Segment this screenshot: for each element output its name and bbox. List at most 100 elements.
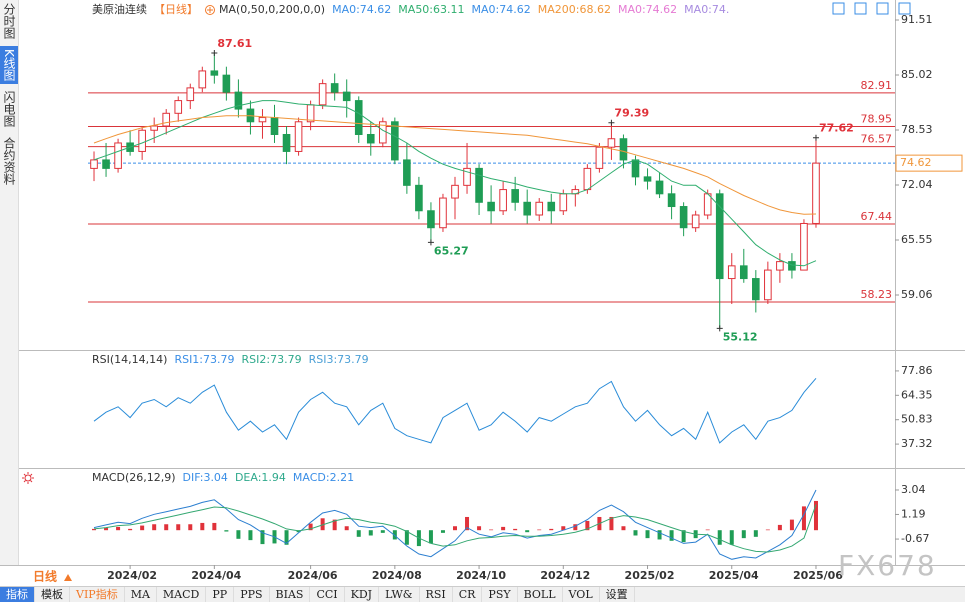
macd-bar	[513, 528, 518, 531]
candle-body	[439, 197, 447, 229]
candle-body	[258, 117, 267, 123]
toolbar-item[interactable]: LW&	[379, 587, 420, 602]
macd-bar	[789, 519, 794, 531]
macd-bar	[200, 522, 205, 531]
icon[interactable]	[24, 474, 32, 482]
toolbar-item[interactable]: MA	[125, 587, 157, 602]
extreme-marker	[812, 134, 819, 141]
toolbar-item[interactable]: PSY	[482, 587, 518, 602]
candle-body	[198, 70, 207, 89]
level-label: 67.44	[861, 210, 893, 223]
candle-body	[499, 189, 507, 212]
candle-body	[403, 159, 411, 186]
icon[interactable]	[22, 472, 34, 484]
x-tick-label: 2025/06	[793, 569, 843, 582]
candle-body	[366, 133, 375, 144]
toolbar-item[interactable]: 设置	[600, 587, 635, 602]
macd-bar	[609, 516, 614, 531]
candle-body	[703, 193, 712, 216]
toolbar-item[interactable]: 指标	[0, 587, 35, 602]
ma-line	[93, 100, 817, 267]
toolbar-item[interactable]: RSI	[420, 587, 453, 602]
macd-bar	[152, 524, 157, 531]
toolbar-item[interactable]: BIAS	[270, 587, 311, 602]
macd-bar	[116, 526, 121, 531]
y-tick-label: 91.51	[901, 13, 933, 26]
period-switch[interactable]: 日线	[33, 569, 57, 584]
toolbar-item[interactable]: MACD	[157, 587, 207, 602]
period-label: 【日线】	[154, 2, 198, 16]
add-icon	[205, 5, 215, 15]
macd-bar	[308, 523, 313, 531]
legend-item: RSI2:73.79	[242, 353, 302, 366]
candle-body	[234, 91, 243, 110]
icon[interactable]	[876, 2, 889, 15]
macd-bar	[440, 530, 445, 533]
toolbar-item[interactable]: VIP指标	[70, 587, 125, 602]
macd-bar	[717, 530, 722, 545]
candle-body	[306, 104, 315, 123]
window-icons[interactable]	[832, 2, 911, 15]
toolbar-item[interactable]: 模板	[35, 587, 70, 602]
candle-body	[559, 193, 568, 212]
legend-item: DEA:1.94	[235, 471, 286, 484]
candle-body	[655, 180, 664, 195]
candle-body	[812, 162, 820, 224]
x-tick-label: 2024/06	[288, 569, 338, 582]
candle-body	[270, 117, 279, 135]
sidebar-tab[interactable]: 分时图	[2, 3, 16, 39]
sidebar-tab[interactable]: 闪电图	[2, 90, 16, 127]
macd-bar	[681, 530, 686, 543]
macd-bar	[585, 520, 590, 531]
legend-item: DIF:3.04	[183, 471, 228, 484]
candle-body	[222, 74, 231, 93]
indicator-title: MACD(26,12,9)	[92, 471, 176, 484]
candle-body	[162, 112, 171, 127]
y-tick-label: 65.55	[901, 233, 933, 246]
candle-body	[764, 269, 772, 301]
macd-bar	[380, 530, 385, 533]
candle-body	[427, 210, 435, 229]
toolbar-item[interactable]: KDJ	[345, 587, 380, 602]
sidebar-tab[interactable]: 合约资料	[2, 136, 16, 185]
candle-body	[90, 159, 98, 169]
y-tick-label: 85.02	[901, 68, 933, 81]
legend-item: MA50:63.11	[398, 3, 464, 16]
extreme-label: 55.12	[723, 330, 758, 343]
x-tick-label: 2024/04	[191, 569, 241, 582]
candle-body	[354, 100, 363, 135]
toolbar-item[interactable]: BOLL	[518, 587, 563, 602]
macd-bar	[729, 530, 734, 545]
candle-body	[451, 184, 459, 199]
macd-bar	[344, 526, 349, 531]
settings-icon[interactable]	[22, 472, 34, 484]
toolbar-item[interactable]: CR	[453, 587, 483, 602]
candle-body	[547, 201, 556, 212]
instrument-name: 美原油连续	[92, 2, 147, 16]
x-tick-label: 2025/02	[625, 569, 675, 582]
icon[interactable]	[832, 2, 845, 15]
macd-bar	[368, 530, 373, 536]
dea-line	[93, 504, 817, 553]
ma-line	[93, 115, 817, 215]
toolbar-item[interactable]: VOL	[563, 587, 600, 602]
toolbar-item[interactable]: PP	[206, 587, 235, 602]
macd-bar	[741, 530, 746, 539]
candle-body	[487, 201, 495, 212]
sidebar-tab[interactable]: K线图	[0, 46, 18, 84]
icon[interactable]	[898, 2, 911, 15]
macd-bar	[284, 530, 289, 545]
candle-body	[535, 201, 544, 216]
extreme-marker	[608, 119, 615, 126]
icon[interactable]	[854, 2, 867, 15]
legend-item: RSI3:73.79	[309, 353, 369, 366]
period-arrow[interactable]	[64, 574, 72, 581]
toolbar-item[interactable]: PPS	[234, 587, 270, 602]
toolbar-item[interactable]: CCI	[310, 587, 345, 602]
macd-bar	[140, 525, 145, 531]
indicator-title: RSI(14,14,14)	[92, 353, 167, 366]
candle-body	[619, 138, 628, 161]
macd-bar	[621, 526, 626, 531]
macd-bar	[525, 530, 530, 533]
